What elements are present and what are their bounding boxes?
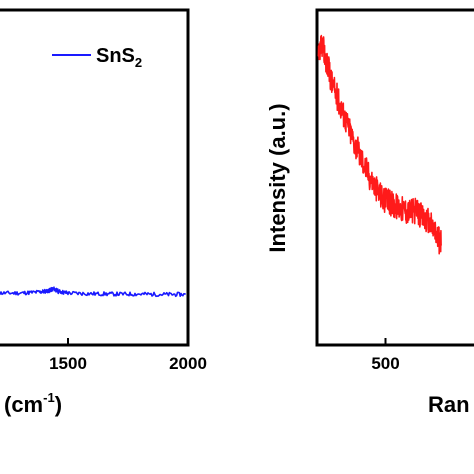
left-x-tick-label-1: 1500 [49,354,87,373]
right-plot-frame [315,8,474,347]
legend-label-sns2: SnS2 [96,45,142,70]
right-series [317,34,443,255]
legend-label-sub: 2 [135,55,142,70]
right-x-axis-title: Ran [428,392,470,417]
left-x-tick-label-0: 0 [0,354,1,373]
right-x-ticks: 500 [371,338,400,373]
right-chart: 500 Intensity (a.u.) Ran [265,8,474,417]
left-x-axis-title-main: (cm [4,392,43,417]
left-plot-frame [0,8,190,347]
left-chart: 0 1500 2000 SnS2 (cm-1) [0,8,207,417]
right-x-tick-label-0: 500 [371,354,399,373]
left-series [0,286,187,298]
left-x-ticks: 0 1500 2000 [0,338,207,373]
left-x-axis-title-sup: -1 [43,390,55,405]
left-x-axis-title: (cm-1) [4,390,62,417]
legend-label-main: SnS [96,45,135,67]
left-x-axis-title-close: ) [55,392,62,417]
right-series-line-0 [317,34,443,255]
left-series-line-0 [0,286,187,298]
left-x-tick-label-2: 2000 [169,354,207,373]
right-y-axis-title: Intensity (a.u.) [265,103,290,252]
left-legend: SnS2 [52,45,142,70]
